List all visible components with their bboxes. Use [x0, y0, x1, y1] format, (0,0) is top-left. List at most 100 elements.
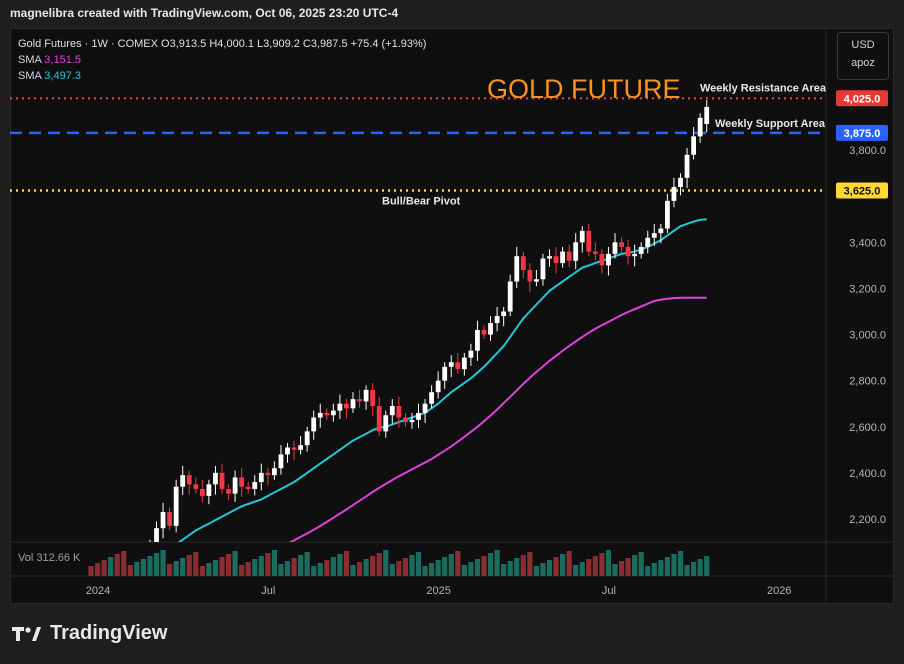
candle-body	[684, 154, 690, 178]
tradingview-logo[interactable]: TradingView	[12, 622, 167, 645]
candle-body	[514, 256, 520, 282]
candle-body	[213, 472, 218, 485]
volume-bar	[121, 551, 127, 576]
volume-bar	[239, 565, 245, 576]
candle-body	[285, 447, 290, 455]
y-tick-label: 2,600.0	[849, 422, 886, 434]
volume-bar	[573, 565, 579, 576]
candle-body	[619, 242, 624, 247]
x-tick-label: 2025	[426, 585, 450, 597]
candle-body	[547, 256, 552, 259]
scale-label: apoz	[851, 57, 875, 69]
candle-body	[324, 412, 330, 416]
volume-bar	[258, 556, 264, 576]
volume-bar	[232, 551, 238, 576]
y-tick-label: 2,800.0	[849, 376, 886, 388]
x-tick-label: 2024	[86, 585, 110, 597]
candle-body	[409, 419, 415, 423]
volume-bar	[677, 551, 684, 576]
volume-bar	[533, 566, 539, 576]
currency-scale-button[interactable]: USD apoz	[837, 32, 889, 80]
volume-bar	[409, 555, 415, 576]
volume-bar	[691, 562, 697, 576]
volume-bar	[265, 553, 271, 576]
volume-bar	[370, 556, 376, 576]
volume-bar	[507, 561, 513, 576]
x-tick-label: Jul	[261, 585, 275, 597]
candle-body	[403, 417, 408, 423]
candle-body	[638, 246, 644, 254]
candle-body	[534, 279, 539, 282]
volume-bar	[664, 557, 670, 576]
volume-bar	[429, 563, 435, 576]
candle-body	[344, 403, 349, 409]
candle-body	[199, 488, 205, 496]
volume-bar	[225, 554, 232, 576]
candle-body	[625, 246, 631, 257]
volume-bar	[684, 565, 690, 576]
x-tick-label: Jul	[602, 585, 616, 597]
candle-body	[330, 410, 336, 416]
volume-bar	[527, 552, 533, 576]
candle-body	[396, 406, 402, 418]
candle-body	[298, 445, 303, 450]
volume-bar	[566, 551, 572, 576]
sma2-label[interactable]: SMA	[18, 70, 42, 82]
candle-body	[350, 399, 356, 409]
volume-bar	[186, 555, 192, 576]
candle-body	[186, 475, 192, 485]
candle-body	[592, 251, 598, 254]
candle-body	[671, 187, 677, 201]
volume-bar	[173, 561, 179, 576]
candle-body	[606, 253, 611, 266]
volume-bar	[415, 552, 422, 576]
volume-bar	[219, 557, 225, 576]
volume-bar	[638, 552, 644, 576]
volume-bar	[422, 566, 428, 576]
sma-fast-line	[177, 218, 707, 542]
candle-body	[612, 242, 618, 254]
volume-bar	[330, 557, 336, 576]
volume-bar	[632, 555, 638, 576]
volume-bar	[435, 560, 441, 576]
candle-body	[232, 477, 238, 494]
volume-bar	[396, 561, 402, 576]
volume-label: Vol	[18, 552, 34, 564]
chart-svg[interactable]: 4,200.03,800.03,400.03,200.03,000.02,800…	[10, 28, 894, 604]
volume-bar	[160, 550, 166, 576]
level-price-label: 3,625.0	[844, 185, 881, 197]
candle-body	[494, 316, 500, 324]
sma2-value: 3,497.3	[44, 70, 81, 82]
volume-bar	[586, 559, 592, 576]
candle-body	[632, 253, 638, 257]
candle-body	[461, 357, 467, 370]
volume-bar	[317, 563, 323, 576]
candle-body	[651, 233, 657, 238]
volume-bar	[108, 557, 114, 576]
volume-bar	[291, 558, 297, 576]
chart-title: GOLD FUTURE	[487, 74, 681, 104]
candle-body	[579, 230, 585, 243]
candle-body	[317, 412, 323, 418]
candle-body	[658, 228, 664, 234]
volume-bar	[245, 562, 251, 576]
volume-bar	[402, 558, 408, 576]
candle-body	[383, 415, 389, 432]
candle-body	[239, 477, 245, 487]
candle-body	[278, 454, 284, 469]
volume-bar	[356, 562, 363, 576]
volume-bar	[376, 553, 382, 576]
candle-body	[429, 392, 434, 404]
y-tick-label: 3,800.0	[849, 145, 886, 157]
level-price-tag	[836, 182, 888, 199]
volume-bar	[455, 551, 461, 576]
chart-frame[interactable]	[10, 28, 894, 604]
symbol-label[interactable]: Gold Futures · 1W · COMEX	[18, 38, 158, 50]
volume-bar	[147, 556, 153, 576]
volume-bar	[592, 556, 598, 576]
candle-body	[540, 258, 546, 280]
candle-body	[357, 399, 362, 402]
volume-bar	[605, 550, 612, 576]
sma1-label[interactable]: SMA	[18, 54, 42, 66]
y-tick-label: 3,200.0	[849, 283, 886, 295]
